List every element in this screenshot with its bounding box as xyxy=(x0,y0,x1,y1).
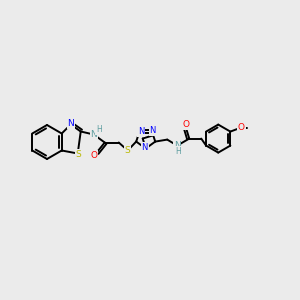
Text: S: S xyxy=(125,146,130,155)
Text: O: O xyxy=(183,120,190,129)
Text: N: N xyxy=(174,141,181,150)
Text: H: H xyxy=(96,125,102,134)
Text: N: N xyxy=(67,119,74,128)
Text: N: N xyxy=(142,143,148,152)
Text: S: S xyxy=(76,150,82,159)
Text: O: O xyxy=(90,151,97,160)
Text: N: N xyxy=(149,126,156,135)
Text: N: N xyxy=(90,130,97,139)
Text: H: H xyxy=(176,147,181,156)
Text: O: O xyxy=(238,123,245,132)
Text: N: N xyxy=(138,127,144,136)
